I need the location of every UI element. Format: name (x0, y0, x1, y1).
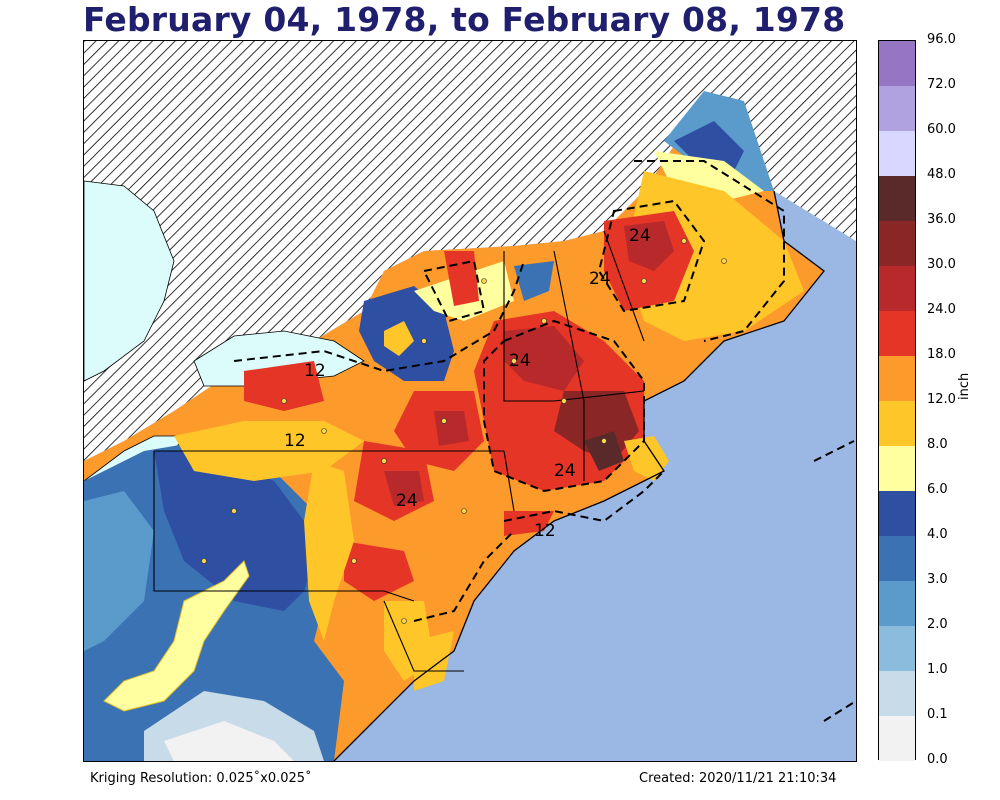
colorbar-segment (879, 266, 915, 311)
colorbar-tick-label: 3.0 (927, 572, 948, 587)
station-markers (201, 238, 727, 624)
colorbar-tick-label: 8.0 (927, 437, 948, 452)
colorbar-tick-label: 60.0 (927, 122, 956, 137)
contour-label: 24 (554, 461, 576, 481)
colorbar-tick-label: 36.0 (927, 212, 956, 227)
contour-label: 12 (304, 361, 326, 381)
colorbar-segment (879, 401, 915, 446)
contour-label: 24 (509, 351, 531, 371)
colorbar-segment (879, 221, 915, 266)
colorbar-segment (879, 131, 915, 176)
lake-huron (84, 180, 175, 382)
state-borders (153, 230, 645, 672)
contour-label: 24 (629, 226, 651, 246)
contour-label: 24 (589, 269, 611, 289)
canada-hatched-region (84, 41, 856, 461)
colorbar-segment (879, 446, 915, 491)
contour-label: 12 (284, 431, 306, 451)
colorbar-tick-label: 18.0 (927, 347, 956, 362)
map-title: February 04, 1978, to February 08, 1978 (83, 0, 846, 39)
kriging-resolution-text: Kriging Resolution: 0.025˚x0.025˚ (90, 771, 312, 786)
created-timestamp: Created: 2020/11/21 21:10:34 (639, 771, 837, 786)
colorbar-tick-label: 72.0 (927, 77, 956, 92)
colorbar-segment (879, 581, 915, 626)
colorbar-tick-label: 1.0 (927, 662, 948, 677)
contour-lines (233, 160, 856, 722)
colorbar-tick-label: 0.1 (927, 707, 948, 722)
colorbar-segment (879, 41, 915, 86)
colorbar-segment (879, 536, 915, 581)
colorbar-segment (879, 311, 915, 356)
colorbar-tick-label: 48.0 (927, 167, 956, 182)
snowfall-map-svg: 24 24 24 24 12 12 24 12 (84, 41, 856, 761)
contour-label: 12 (534, 521, 556, 541)
contour-label-group: 24 24 24 24 12 12 24 12 (284, 226, 651, 541)
colorbar-tick-label: 2.0 (927, 617, 948, 632)
colorbar-tick-label: 24.0 (927, 302, 956, 317)
snowfall-map: 24 24 24 24 12 12 24 12 (83, 40, 857, 762)
colorbar (878, 40, 916, 761)
colorbar-segment (879, 86, 915, 131)
colorbar-segment (879, 491, 915, 536)
colorbar-tick-label: 0.0 (927, 752, 948, 767)
coastline (333, 190, 825, 761)
colorbar-tick-label: 6.0 (927, 482, 948, 497)
colorbar-segment (879, 176, 915, 221)
colorbar-segment (879, 356, 915, 401)
colorbar-tick-label: 12.0 (927, 392, 956, 407)
colorbar-segment (879, 716, 915, 761)
colorbar-unit-label: inch (957, 372, 972, 400)
colorbar-tick-label: 4.0 (927, 527, 948, 542)
colorbar-segment (879, 671, 915, 716)
colorbar-tick-label: 96.0 (927, 32, 956, 47)
contour-label: 24 (396, 491, 418, 511)
lake-ontario (193, 330, 365, 387)
colorbar-segment (879, 626, 915, 671)
colorbar-tick-label: 30.0 (927, 257, 956, 272)
